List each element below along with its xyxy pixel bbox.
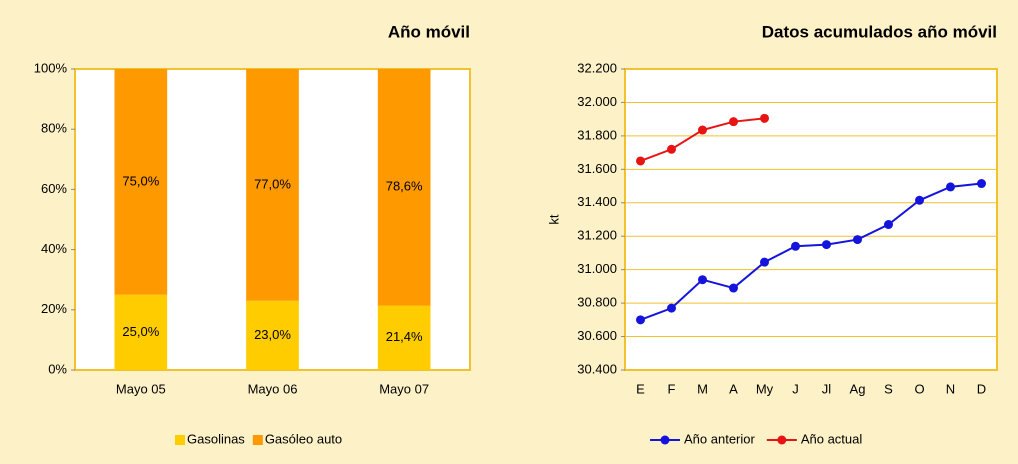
point — [791, 241, 800, 251]
y-tick-label: 32.000 — [577, 94, 617, 109]
legend-label: Gasóleo auto — [265, 431, 342, 446]
value-label: 78,6% — [386, 179, 423, 194]
y-tick-label: 20% — [41, 301, 67, 316]
point — [760, 113, 769, 123]
point — [760, 257, 769, 267]
y-tick-label: 60% — [41, 181, 67, 196]
point — [698, 125, 707, 135]
x-tick-label: Ag — [850, 381, 866, 396]
legend-marker — [777, 435, 787, 445]
x-tick-label: A — [729, 381, 738, 396]
y-tick-label: 31.000 — [577, 261, 617, 276]
x-tick-label: N — [946, 381, 955, 396]
y-axis-label: kt — [546, 214, 561, 225]
point — [636, 156, 645, 166]
x-tick-label: F — [668, 381, 676, 396]
y-tick-label: 31.400 — [577, 194, 617, 209]
x-tick-label: Mayo 06 — [248, 381, 298, 396]
legend-swatch — [175, 435, 185, 445]
chart-title: Año móvil — [388, 22, 470, 41]
x-tick-label: Jl — [822, 381, 832, 396]
y-tick-label: 31.600 — [577, 161, 617, 176]
x-tick-label: D — [977, 381, 986, 396]
x-tick-label: M — [697, 381, 708, 396]
legend-marker — [660, 435, 670, 445]
plot-area — [624, 68, 998, 371]
point — [698, 275, 707, 285]
line — [640, 182, 982, 321]
x-tick-label: Mayo 07 — [379, 381, 429, 396]
y-tick-label: 0% — [48, 361, 67, 376]
y-tick-label: 31.800 — [577, 127, 617, 142]
point — [915, 195, 924, 205]
y-tick-label: 100% — [34, 60, 68, 75]
bar-segment — [114, 294, 168, 370]
y-tick-label: 30.800 — [577, 295, 617, 310]
point — [853, 235, 862, 245]
point — [729, 283, 738, 293]
y-tick-label: 40% — [41, 241, 67, 256]
y-tick-label: 80% — [41, 121, 67, 136]
x-tick-label: O — [914, 381, 924, 396]
x-tick-label: J — [792, 381, 799, 396]
chart-title: Datos acumulados año móvil — [762, 22, 997, 41]
x-tick-label: My — [756, 381, 774, 396]
bar-segment — [377, 69, 431, 306]
y-tick-label: 31.200 — [577, 228, 617, 243]
legend-label: Gasolinas — [187, 431, 245, 446]
x-tick-label: Mayo 05 — [116, 381, 166, 396]
point — [946, 182, 955, 192]
y-tick-label: 32.200 — [577, 60, 617, 75]
value-label: 77,0% — [254, 176, 291, 191]
point — [977, 179, 986, 189]
legend-label: Año anterior — [684, 431, 755, 446]
value-label: 21,4% — [386, 329, 423, 344]
point — [822, 240, 831, 250]
value-label: 75,0% — [122, 173, 159, 188]
point — [667, 303, 676, 313]
bar-segment — [246, 69, 299, 301]
y-tick-label: 30.600 — [577, 328, 617, 343]
legend-label: Año actual — [801, 431, 863, 446]
value-label: 23,0% — [254, 327, 291, 342]
legend-swatch — [252, 435, 263, 445]
point — [884, 220, 893, 230]
point — [636, 315, 645, 325]
bar-segment — [246, 300, 299, 370]
x-tick-label: E — [636, 381, 645, 396]
value-label: 25,0% — [122, 324, 159, 339]
y-tick-label: 30.400 — [577, 361, 617, 376]
bar-segment — [114, 69, 168, 295]
point — [729, 117, 738, 127]
x-tick-label: S — [884, 381, 893, 396]
bar-segment — [377, 305, 431, 370]
point — [667, 144, 676, 154]
